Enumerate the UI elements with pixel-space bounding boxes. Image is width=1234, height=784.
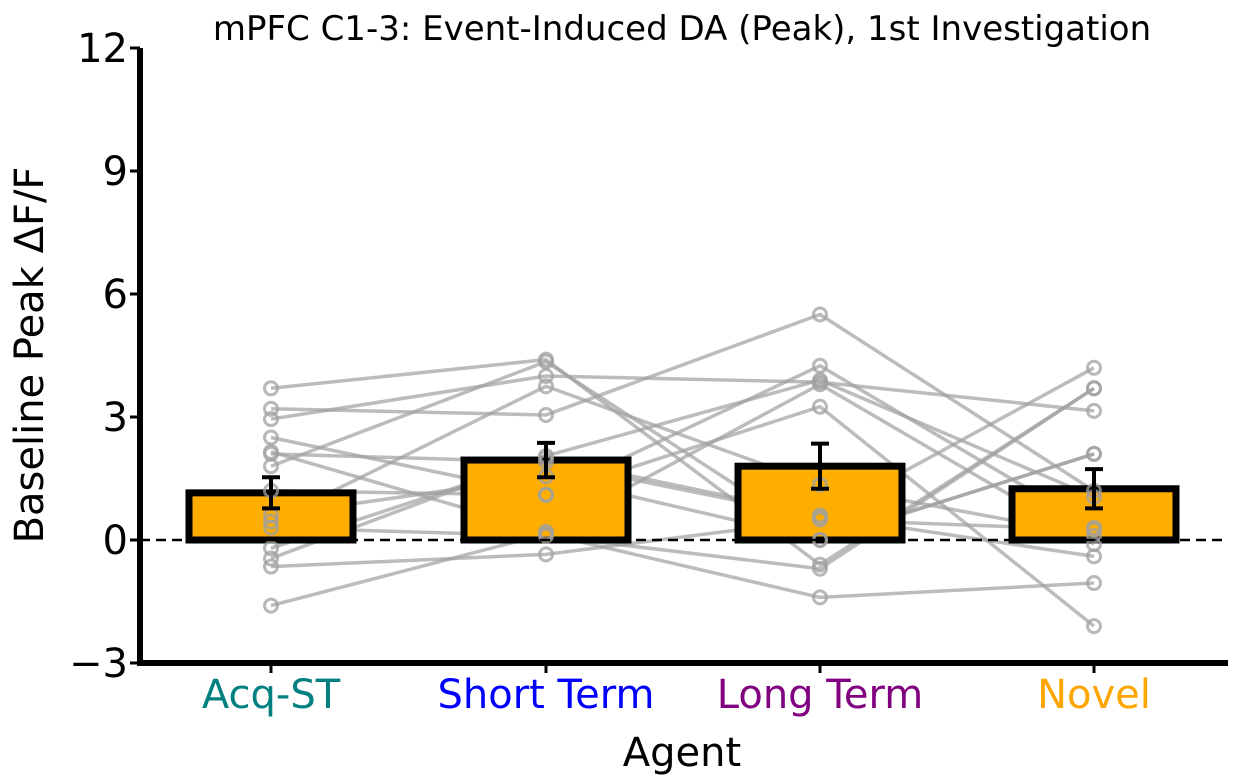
subject-point-9-4 [1086,445,1102,462]
subject-line-9 [270,452,1095,542]
subject-line-12 [270,456,1095,559]
subject-point-10-1 [263,513,279,530]
subject-point-8-3 [812,398,828,415]
subject-point-11-3 [812,560,828,577]
subject-line-13 [270,378,1095,561]
subject-line-11 [270,386,1095,571]
subject-point-14-1 [263,558,279,575]
x-axis-title: Agent [623,730,741,776]
y-tick-label-6: 12 [77,26,128,72]
error-bar-3 [811,441,829,491]
subject-point-2-2 [538,406,554,423]
subject-point-8-2 [538,486,554,503]
subject-point-13-1 [263,550,279,567]
subject-point-11-1 [263,519,279,536]
subject-point-15-4 [1086,575,1102,592]
chart-title: mPFC C1-3: Event-Induced DA (Peak), 1st … [213,9,1151,49]
y-tick-label-4: 6 [103,272,128,318]
subject-line-8 [270,404,1096,628]
subject-point-7-1 [263,458,279,475]
subject-point-14-4 [1086,521,1102,538]
x-category-label-2: Short Term [437,672,654,718]
subject-point-7-2 [538,353,554,370]
y-axis-title: Baseline Peak ΔF/F [7,167,53,544]
subject-point-2-3 [812,306,828,323]
subject-point-13-3 [812,372,828,389]
x-category-label-4: Novel [1037,672,1151,718]
subject-line-6 [270,366,1095,520]
subject-point-14-3 [812,511,828,528]
subject-point-15-1 [263,597,279,614]
subject-line-3 [270,374,1095,421]
subject-point-6-4 [1086,359,1102,376]
error-bar-4 [1085,467,1103,511]
subject-point-1-1 [263,380,279,397]
y-tick-label-3: 3 [103,395,128,441]
subject-line-15 [270,532,1095,608]
x-category-label-1: Acq-ST [202,672,341,718]
subject-point-11-4 [1086,380,1102,397]
y-tick-label-5: 9 [103,149,128,195]
error-bar-2 [537,440,555,480]
subject-point-10-4 [1086,527,1102,544]
subject-point-2-1 [263,400,279,417]
y-ticks: −3 0 3 6 9 12 [69,26,140,687]
subject-line-14 [270,517,1095,569]
subject-points [263,306,1102,635]
y-tick-label-2: 0 [103,518,128,564]
error-bars [262,440,1103,511]
subject-point-12-4 [1086,548,1102,565]
subject-line-2 [270,312,1095,493]
subject-line-4 [270,363,1095,530]
subject-lines [270,312,1096,628]
subject-point-15-3 [812,589,828,606]
subject-point-8-4 [1086,618,1102,635]
y-tick-label-1: −3 [69,641,128,687]
x-category-labels: Acq-ST Short Term Long Term Novel [202,663,1151,718]
x-category-label-3: Long Term [717,672,923,718]
error-bar-1 [262,475,280,511]
axes [137,48,1228,666]
subject-line-10 [270,384,1095,538]
subject-point-3-4 [1086,402,1102,419]
subject-point-10-2 [538,378,554,395]
subject-point-12-1 [263,540,279,557]
subject-point-14-2 [538,546,554,563]
subject-point-3-1 [263,411,279,428]
